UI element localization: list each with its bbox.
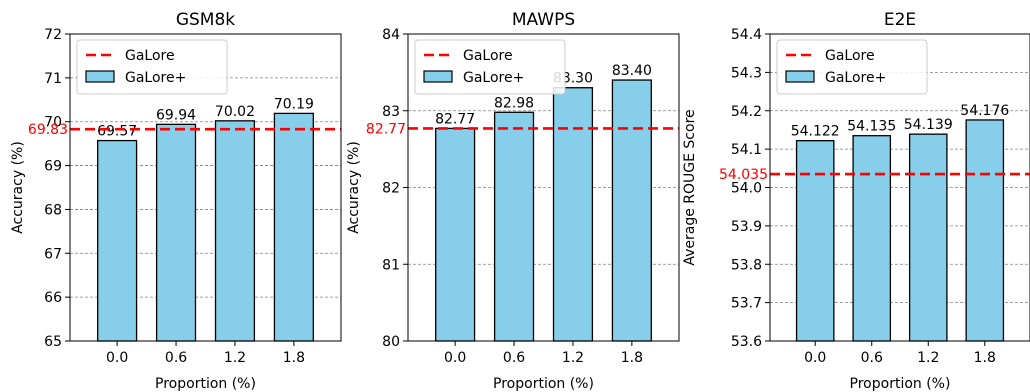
chart-panel-mawps: 808182838482.770.082.980.683.301.283.401… (346, 10, 680, 392)
x-tick-label: 0.0 (804, 350, 826, 366)
legend-label-galore-plus: GaLore+ (825, 70, 886, 86)
y-tick-label: 67 (44, 246, 62, 262)
legend-label-galore-plus: GaLore+ (125, 70, 186, 86)
y-tick-label: 68 (44, 202, 62, 218)
x-tick-label: 1.8 (621, 350, 643, 366)
y-tick-label: 81 (382, 257, 400, 273)
bar-value-label: 54.135 (847, 119, 896, 135)
bar-value-label: 82.77 (435, 111, 475, 127)
chart-title: GSM8k (176, 10, 235, 30)
y-tick-label: 72 (44, 27, 62, 43)
bar (214, 120, 256, 342)
x-tick-label: 0.6 (165, 350, 187, 366)
y-tick-label: 54.0 (731, 181, 762, 197)
legend-label-galore-plus: GaLore+ (463, 70, 524, 86)
bar (273, 112, 314, 342)
bar (795, 140, 835, 342)
x-tick-label: 1.8 (283, 350, 305, 366)
legend-swatch-galore-plus (785, 70, 815, 83)
x-tick-label: 0.0 (106, 350, 128, 366)
reference-value-label: 54.035 (719, 167, 768, 183)
bar (155, 123, 197, 342)
bar (552, 87, 594, 342)
bar (965, 119, 1005, 342)
legend: GaLore GaLore+ (414, 39, 566, 95)
y-axis-label: Accuracy (%) (10, 141, 26, 234)
y-tick-label: 54.4 (731, 27, 762, 43)
legend-swatch-galore-plus (423, 70, 453, 83)
x-tick-label: 1.8 (974, 350, 996, 366)
bar-value-label: 54.176 (960, 103, 1009, 119)
y-tick-label: 82 (382, 181, 400, 197)
legend-label-galore: GaLore (125, 48, 175, 64)
legend-label-galore: GaLore (825, 48, 875, 64)
chart-title: E2E (884, 10, 916, 30)
y-tick-label: 71 (44, 71, 62, 87)
y-tick-label: 54.3 (731, 65, 762, 81)
bar (852, 135, 892, 342)
y-tick-label: 53.7 (731, 296, 762, 312)
y-tick-label: 53.8 (731, 257, 762, 273)
axes-frame (69, 33, 342, 342)
axes-frame (769, 33, 1030, 342)
legend-label-galore: GaLore (463, 48, 513, 64)
y-tick-label: 66 (44, 290, 62, 306)
y-tick-label: 83 (382, 104, 400, 120)
legend: GaLore GaLore+ (776, 39, 928, 95)
legend: GaLore GaLore+ (76, 39, 228, 95)
bar (611, 79, 652, 342)
legend-swatch-galore-plus (85, 70, 115, 83)
y-tick-label: 54.2 (731, 104, 762, 120)
x-tick-label: 1.2 (562, 350, 584, 366)
bar-value-label: 83.40 (612, 63, 652, 79)
chart-panel-gsm8k: 65 66 67 68 69 70 71 72 69.57 0.0 69.94 0.6 70.02 1.2… (10, 10, 342, 392)
bar (493, 111, 535, 342)
x-tick-label: 0.6 (503, 350, 525, 366)
bar (435, 127, 476, 342)
chart-title: MAWPS (512, 10, 575, 30)
bar-value-label: 54.139 (904, 117, 953, 133)
bar-value-label: 69.94 (156, 107, 196, 123)
x-axis-label: Proportion (%) (493, 376, 594, 392)
y-tick-label: 65 (44, 334, 62, 350)
chart-panel-e2e: 53.6 53.7 53.8 53.9 54.0 54.1 54.2 54.3 54.4 54.1… (682, 10, 1030, 392)
y-tick-label: 69 (44, 159, 62, 175)
axes-frame (407, 33, 680, 342)
y-axis-label: Accuracy (%) (346, 141, 362, 234)
x-axis-label: Proportion (%) (155, 376, 256, 392)
x-axis-label: Proportion (%) (850, 376, 951, 392)
y-tick-label: 53.9 (731, 219, 762, 235)
bar (908, 133, 948, 342)
y-tick-label: 70 (44, 115, 62, 131)
x-tick-label: 1.2 (917, 350, 939, 366)
x-tick-label: 0.0 (444, 350, 466, 366)
bar (97, 139, 138, 342)
y-tick-label: 53.6 (731, 334, 762, 350)
bar-value-label: 69.57 (97, 124, 137, 140)
x-tick-label: 1.2 (224, 350, 246, 366)
bar-value-label: 54.122 (791, 124, 840, 140)
y-axis-label: Average ROUGE Score (682, 109, 698, 265)
y-tick-label: 84 (382, 27, 400, 43)
bar-value-label: 70.02 (215, 104, 255, 120)
reference-value-label: 82.77 (366, 121, 406, 137)
bar-value-label: 70.19 (274, 96, 314, 112)
reference-value-label: 69.83 (28, 122, 68, 138)
x-tick-label: 0.6 (861, 350, 883, 366)
y-tick-label: 80 (382, 334, 400, 350)
bar-value-label: 82.98 (494, 95, 534, 111)
y-tick-label: 54.1 (731, 142, 762, 158)
